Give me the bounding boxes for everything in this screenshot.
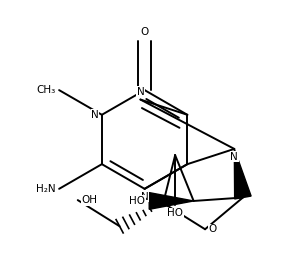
Text: CH₃: CH₃: [36, 85, 55, 95]
Polygon shape: [149, 193, 194, 209]
Text: N: N: [141, 192, 149, 202]
Text: O: O: [209, 224, 217, 234]
Text: OH: OH: [82, 195, 98, 205]
Text: O: O: [140, 27, 149, 37]
Polygon shape: [234, 149, 251, 199]
Text: HO: HO: [130, 196, 146, 206]
Text: HO: HO: [167, 208, 183, 218]
Text: N: N: [230, 152, 238, 162]
Text: N: N: [137, 86, 144, 96]
Text: H₂N: H₂N: [36, 184, 55, 194]
Text: N: N: [91, 110, 99, 120]
